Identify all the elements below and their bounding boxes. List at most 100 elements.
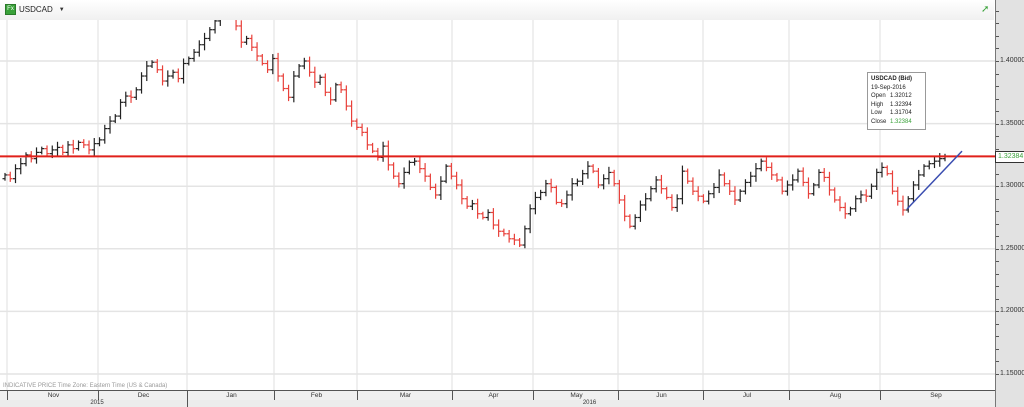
ohlc-bar [753, 163, 759, 182]
low-value: 1.31704 [890, 110, 912, 117]
price-tick [996, 136, 999, 138]
ohlc-bar [590, 164, 596, 174]
ohlc-bar [716, 169, 722, 194]
last-price-tag: 1.32384 [995, 151, 1024, 163]
ohlc-bar [648, 186, 654, 202]
ohlc-bar [154, 59, 160, 73]
ohlc-bar [307, 56, 313, 77]
ohlc-bar [60, 144, 66, 156]
price-tick [996, 211, 999, 213]
ohlc-bar [102, 124, 108, 144]
ohlc-bar [181, 58, 187, 84]
price-tick [996, 86, 999, 88]
ohlc-bar [690, 177, 696, 196]
price-tick [996, 298, 999, 300]
ohlc-bar [853, 195, 859, 212]
ohlc-bar [821, 168, 827, 182]
ohlc-bar [674, 194, 680, 212]
trendline[interactable] [906, 150, 963, 210]
close-value: 1.32384 [890, 118, 912, 125]
info-date: 19-Sep-2016 [871, 84, 906, 91]
month-label-jul: Jul [703, 391, 790, 400]
price-tick [996, 311, 999, 313]
ohlc-bar [485, 209, 491, 221]
price-tick-label: 1.35000 [1000, 119, 1024, 127]
ohlc-bar [889, 170, 895, 195]
caret-down-icon[interactable]: ▼ [58, 6, 65, 13]
ohlc-bar [511, 233, 517, 246]
price-tick [996, 173, 999, 175]
ohlc-bar [595, 167, 601, 189]
high-value: 1.32394 [890, 101, 912, 108]
ohlc-bar [317, 74, 323, 85]
ohlc-bar [328, 87, 334, 105]
ohlc-bar [333, 82, 339, 102]
ohlc-bar [128, 90, 134, 103]
ohlc-bar [475, 198, 481, 219]
ohlc-bar [448, 162, 454, 180]
ohlc-bar [244, 35, 250, 45]
ohlc-bar [506, 229, 512, 243]
price-tick [996, 123, 999, 125]
ohlc-bar [70, 139, 76, 154]
month-label-aug: Aug [789, 391, 881, 400]
price-tick [996, 198, 999, 200]
year-label: 2016 [187, 400, 991, 407]
price-tick [996, 374, 999, 375]
ohlc-bar [370, 142, 376, 154]
ohlc-bar [737, 189, 743, 202]
ohlc-bar [543, 179, 549, 197]
price-tick [996, 248, 999, 250]
open-value: 1.32012 [890, 93, 912, 100]
price-chart[interactable] [0, 0, 995, 390]
ohlc-bar [112, 114, 118, 124]
ohlc-bar [884, 165, 890, 176]
ohlc-bar [97, 137, 103, 147]
ohlc-bar [795, 168, 801, 183]
ohlc-bar [847, 206, 853, 216]
month-label-sep: Sep [880, 391, 991, 400]
ohlc-bar [23, 152, 29, 167]
ohlc-bar [144, 61, 150, 82]
ohlc-bar [669, 194, 675, 211]
price-tick-label: 1.30000 [1000, 182, 1024, 190]
ohlc-bar [139, 72, 145, 94]
price-tick [996, 10, 999, 12]
ohlc-bar [926, 160, 932, 170]
ohlc-bar [165, 70, 171, 87]
price-tick [996, 148, 999, 150]
ohlc-bar [438, 176, 444, 200]
ohlc-bar [123, 91, 129, 107]
ohlc-bar [417, 156, 423, 174]
trend-up-icon[interactable]: ➚ [981, 4, 990, 15]
symbol-label: USDCAD [19, 5, 53, 14]
ohlc-bar [574, 178, 580, 187]
ohlc-bar [107, 116, 113, 134]
price-tick [996, 111, 999, 113]
price-tick [996, 348, 999, 350]
price-tick [996, 323, 999, 325]
ohlc-bar [637, 200, 643, 222]
month-label-may: May [533, 391, 619, 400]
ohlc-bar [532, 191, 538, 215]
ohlc-bar [837, 196, 843, 212]
ohlc-bar [265, 60, 271, 73]
ohlc-bar [580, 169, 586, 185]
ohlc-bar [249, 34, 255, 52]
ohlc-bar [585, 161, 591, 179]
ohlc-bar [763, 157, 769, 172]
ohlc-bar [380, 141, 386, 162]
ohlc-bar [427, 173, 433, 191]
ohlc-bar [375, 147, 381, 161]
ohlc-bar [910, 181, 916, 203]
ohlc-bar [480, 211, 486, 220]
price-axis[interactable] [995, 0, 1024, 407]
ohlc-bar [632, 214, 638, 230]
ohlc-bar [800, 167, 806, 187]
symbol-selector[interactable]: Fx USDCAD ▼ [5, 4, 65, 15]
ohlc-bar [391, 162, 397, 179]
ohlc-bar [816, 169, 822, 189]
ohlc-bar [858, 190, 864, 204]
ohlc-bar [133, 87, 139, 100]
ohlc-bar [7, 171, 13, 182]
